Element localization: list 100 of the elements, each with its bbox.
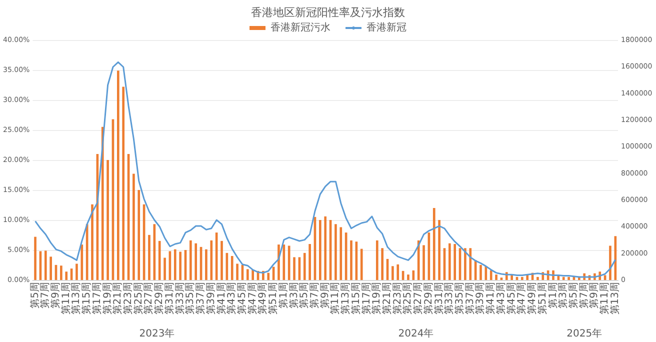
bar: [60, 266, 62, 280]
x-tick-label: 第21周: [381, 282, 393, 315]
bar: [319, 220, 322, 280]
bar: [230, 256, 234, 280]
x-tick-label: 第39周: [474, 282, 486, 315]
x-tick-label: 第29周: [422, 282, 434, 315]
bar: [568, 276, 570, 280]
bar: [407, 274, 410, 280]
bar: [521, 276, 524, 280]
bar: [303, 252, 306, 280]
chart-title: 香港地区新冠阳性率及污水指数: [251, 6, 405, 19]
bar: [153, 224, 156, 280]
x-tick-label: 第3周: [288, 282, 300, 308]
bar: [76, 264, 78, 280]
x-tick-label: 第9周: [318, 282, 331, 308]
x-tick-label: 第37周: [194, 282, 207, 315]
x-tick-label: 第1周: [546, 282, 559, 308]
bar: [454, 244, 456, 280]
x-tick-label: 第5周: [298, 282, 310, 308]
x-tick-label: 第37周: [464, 282, 476, 315]
bar: [106, 160, 109, 280]
bar: [205, 249, 208, 280]
bar: [174, 249, 176, 280]
bar: [536, 276, 539, 280]
x-tick-label: 第21周: [112, 282, 124, 315]
bar: [308, 244, 311, 280]
x-tick-label: 第43周: [226, 282, 238, 315]
x-tick-label: 第51周: [536, 282, 548, 315]
x-tick-label: 第3周: [557, 282, 570, 308]
bar: [122, 86, 124, 280]
bar: [50, 256, 52, 280]
legend-label: 香港新冠污水: [270, 22, 330, 34]
x-tick-label: 第25周: [132, 282, 144, 315]
bar: [158, 240, 161, 280]
x-tick-label: 第49周: [256, 282, 269, 315]
bar: [438, 220, 440, 280]
x-tick-label: 第13周: [70, 282, 82, 315]
x-tick-label: 第29周: [153, 282, 166, 315]
bar: [480, 264, 482, 280]
x-tick-label: 第13周: [608, 282, 621, 315]
bar: [288, 246, 290, 280]
bar: [350, 240, 352, 280]
x-tick-label: 第51周: [267, 282, 280, 315]
x-tick-label: 第31周: [432, 282, 445, 315]
bar: [34, 236, 36, 280]
x-tick-label: 第41周: [215, 282, 228, 315]
text: 2025年: [566, 328, 602, 340]
bar: [220, 240, 223, 280]
x-tick-label: 第7周: [308, 282, 320, 308]
bar: [490, 270, 492, 280]
bar: [138, 190, 140, 280]
x-tick-label: 第1周: [277, 282, 290, 308]
bar: [422, 245, 425, 280]
x-tick-label: 第19周: [370, 282, 383, 315]
text: 2023年: [139, 328, 175, 340]
x-tick-label: 第15周: [80, 282, 93, 315]
legend-label: 香港新冠: [366, 22, 406, 34]
x-tick-label: 第17周: [90, 282, 103, 315]
bar: [360, 248, 363, 280]
x-tick-label: 第9周: [588, 282, 600, 308]
bar: [91, 204, 94, 280]
x-tick-label: 第7周: [39, 282, 52, 308]
bar: [164, 258, 166, 280]
bar: [495, 274, 498, 280]
x-tick-label: 第33周: [443, 282, 456, 315]
x-tick-label: 第5周: [567, 282, 580, 308]
bar: [44, 250, 47, 280]
x-tick-label: 第13周: [340, 282, 352, 315]
bar: [562, 276, 565, 280]
x-tick-label: 第27周: [142, 282, 155, 315]
bar: [132, 174, 135, 280]
bar: [190, 240, 192, 280]
bar: [236, 264, 238, 280]
bar: [334, 224, 337, 280]
bar: [392, 266, 394, 280]
bar: [210, 240, 213, 280]
x-tick-label: 第45周: [236, 282, 248, 315]
bar: [267, 272, 270, 280]
x-tick-label: 第19周: [101, 282, 114, 315]
x-tick-label: 第23周: [391, 282, 404, 315]
x-tick-label: 第35周: [454, 282, 466, 315]
bar: [293, 257, 296, 280]
x-tick-label: 第25周: [402, 282, 414, 315]
bar: [396, 264, 400, 280]
bar: [116, 70, 120, 280]
bar: [412, 270, 415, 280]
bar: [381, 248, 384, 280]
bar: [246, 269, 249, 280]
line-series: [34, 61, 616, 278]
x-tick-label: 第11周: [598, 282, 611, 315]
x-tick-label: 第9周: [50, 282, 62, 308]
x-tick-label: 第33周: [174, 282, 186, 315]
x-tick-label: 第5周: [28, 282, 41, 308]
x-tick-label: 第49周: [526, 282, 538, 315]
x-tick-label: 第43周: [494, 282, 507, 315]
x-tick-label: 第45周: [505, 282, 518, 315]
bar: [609, 246, 612, 280]
x-tick-label: 第7周: [578, 282, 590, 308]
bar: [464, 248, 466, 280]
bar: [340, 227, 342, 280]
